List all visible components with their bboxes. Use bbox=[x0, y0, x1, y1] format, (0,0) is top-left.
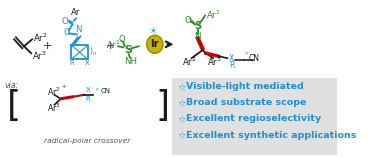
Text: Ar: Ar bbox=[71, 8, 81, 17]
Text: Broad substrate scope: Broad substrate scope bbox=[186, 98, 307, 107]
FancyBboxPatch shape bbox=[172, 78, 337, 155]
Text: R: R bbox=[229, 61, 235, 70]
Text: O: O bbox=[64, 28, 70, 37]
Circle shape bbox=[147, 35, 163, 53]
Text: O: O bbox=[62, 17, 68, 26]
Text: ]: ] bbox=[156, 89, 170, 123]
Text: Excellent regioselectivity: Excellent regioselectivity bbox=[186, 114, 321, 123]
Text: Ar$^1$: Ar$^1$ bbox=[206, 8, 221, 21]
Text: NH: NH bbox=[124, 57, 137, 66]
Text: ☆: ☆ bbox=[177, 98, 186, 107]
Text: via:: via: bbox=[4, 81, 19, 90]
Text: N: N bbox=[76, 25, 82, 34]
Text: Visible-light mediated: Visible-light mediated bbox=[186, 82, 304, 91]
Text: $^+$: $^+$ bbox=[60, 85, 67, 91]
Text: Excellent synthetic applications: Excellent synthetic applications bbox=[186, 131, 356, 140]
Text: S: S bbox=[194, 21, 201, 31]
Text: +: + bbox=[43, 41, 52, 51]
Text: X: X bbox=[229, 54, 234, 63]
Text: radical-polar crossover: radical-polar crossover bbox=[45, 138, 131, 144]
Text: Ar$^2$: Ar$^2$ bbox=[182, 56, 197, 68]
Text: S: S bbox=[124, 45, 132, 55]
Text: Ar$^1$: Ar$^1$ bbox=[106, 38, 121, 51]
Text: R: R bbox=[69, 60, 74, 66]
Text: Ir: Ir bbox=[150, 39, 159, 49]
Text: CN: CN bbox=[100, 88, 110, 94]
Text: X: X bbox=[86, 87, 91, 93]
Text: ☆: ☆ bbox=[177, 114, 186, 123]
Text: ☆: ☆ bbox=[177, 131, 186, 140]
Text: $)_n$: $)_n$ bbox=[90, 46, 98, 58]
Text: $_n$: $_n$ bbox=[95, 87, 99, 94]
Text: ☀: ☀ bbox=[148, 25, 156, 35]
Text: Ar$^2$: Ar$^2$ bbox=[47, 86, 60, 98]
Text: $_n$: $_n$ bbox=[243, 51, 248, 58]
Text: Ar$^3$: Ar$^3$ bbox=[208, 56, 222, 68]
Text: Ar$^2$: Ar$^2$ bbox=[33, 31, 48, 44]
Text: Ar$^3$: Ar$^3$ bbox=[47, 102, 60, 114]
Text: ☆: ☆ bbox=[177, 82, 186, 91]
Text: [: [ bbox=[7, 89, 21, 123]
Text: Ar$^3$: Ar$^3$ bbox=[32, 50, 47, 62]
Text: X: X bbox=[85, 60, 90, 66]
Text: +: + bbox=[105, 41, 115, 51]
Text: CN: CN bbox=[249, 54, 260, 63]
Text: O: O bbox=[184, 16, 191, 25]
Text: O: O bbox=[118, 35, 125, 44]
Text: N: N bbox=[195, 32, 201, 41]
Text: R: R bbox=[86, 96, 91, 102]
